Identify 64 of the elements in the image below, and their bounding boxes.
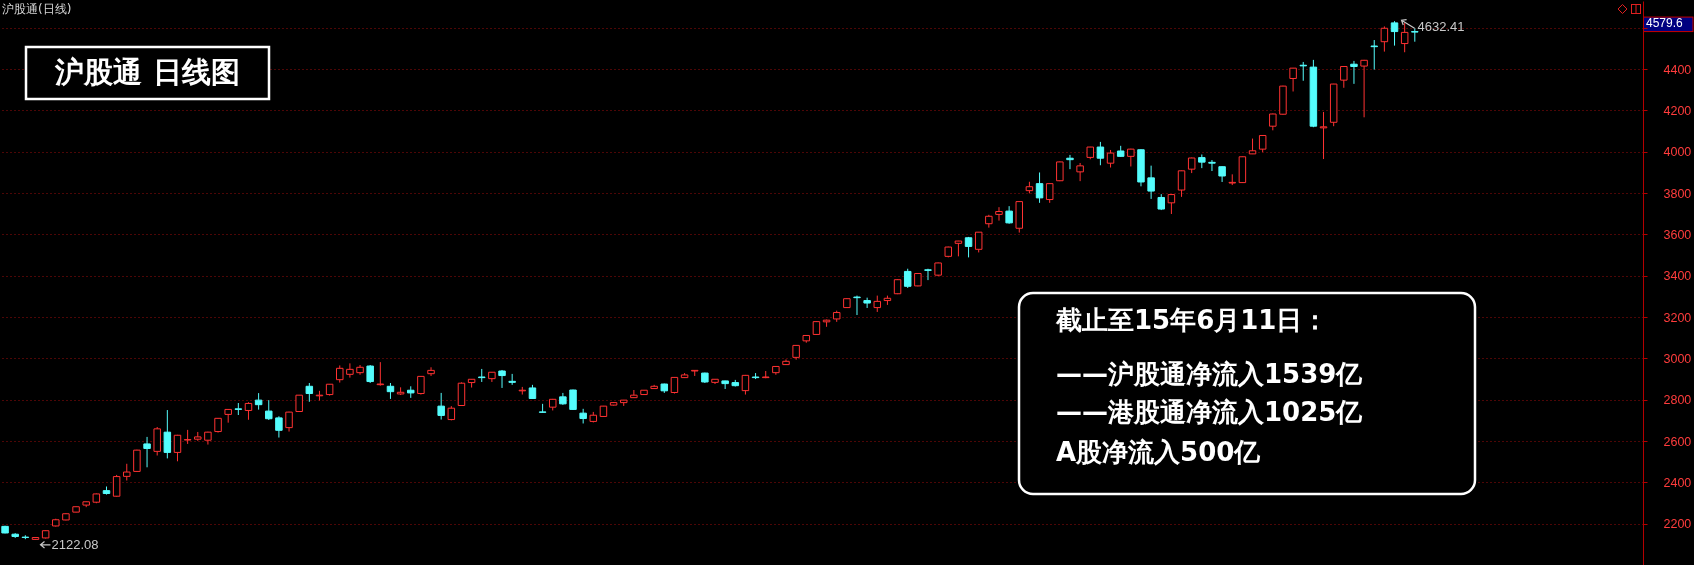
annotation: ——港股通净流入1025亿 [1056, 397, 1364, 427]
candlestick [1370, 39, 1378, 71]
candlestick [427, 366, 435, 377]
candlestick [1096, 141, 1105, 166]
text: 4579.6 [1646, 16, 1683, 31]
candlestick [285, 411, 293, 433]
candlestick [133, 449, 141, 473]
text: 2122.08 [51, 536, 99, 552]
candlestick [417, 375, 425, 396]
candlestick [437, 392, 445, 421]
candlestick [1411, 27, 1419, 43]
candlestick [1299, 61, 1307, 82]
y-tick-label: 3200 [1663, 310, 1692, 325]
candlestick [163, 409, 172, 459]
y-tick-label: 2400 [1663, 475, 1692, 490]
annotation: A股净流入500亿 [1056, 437, 1262, 467]
candlestick [498, 369, 506, 389]
candlestick [1177, 170, 1186, 198]
candlestick [630, 389, 638, 399]
y-tick-label: 3000 [1663, 351, 1692, 366]
candlestick [305, 382, 314, 403]
candlestick [275, 415, 283, 439]
text: 4632.41 [1417, 19, 1465, 35]
y-tick-label: 2600 [1663, 434, 1692, 449]
candlestick [376, 361, 385, 387]
y-tick-label: 4200 [1663, 103, 1692, 118]
candlestick [1380, 25, 1389, 53]
chart-subtitle: 沪股通(日线) [2, 2, 72, 16]
candlestick [153, 426, 161, 457]
candlestick [1045, 182, 1054, 204]
candlestick [1208, 159, 1216, 172]
candlestick [1360, 59, 1368, 118]
candlestick [143, 436, 151, 468]
y-tick-label: 4400 [1663, 62, 1692, 77]
candlestick [1319, 111, 1328, 160]
y-tick-label: 3800 [1663, 186, 1692, 201]
candlestick [1147, 165, 1155, 200]
candlestick [863, 297, 871, 309]
candlestick [1340, 65, 1348, 89]
candlestick [112, 474, 121, 498]
candlestick [924, 268, 932, 281]
y-tick-label: 3600 [1663, 227, 1692, 242]
candlestick [1390, 20, 1399, 47]
candlestick [569, 389, 577, 411]
y-tick-label: 2800 [1663, 393, 1692, 408]
text: 沪股通 日线图 [54, 55, 240, 89]
candlestick [1167, 193, 1176, 215]
y-tick-label: 3400 [1663, 269, 1692, 284]
candlestick [1076, 162, 1084, 182]
annotation: 截止至15年6月11日： [1055, 305, 1329, 335]
candlestick [1350, 60, 1358, 85]
candlestick [173, 434, 182, 462]
candlestick [265, 399, 273, 421]
candlestick [1400, 22, 1409, 53]
y-tick-label: 4000 [1663, 145, 1692, 160]
candlestick [1035, 171, 1044, 204]
candlestick [1289, 67, 1297, 92]
candlestick [903, 268, 912, 289]
candlestick [457, 381, 466, 407]
candlestick [1066, 154, 1074, 170]
y-tick-label: 2200 [1663, 517, 1692, 532]
annotation: ——沪股通净流入1539亿 [1056, 359, 1364, 389]
candlestick [346, 362, 354, 379]
candlestick [995, 206, 1003, 222]
